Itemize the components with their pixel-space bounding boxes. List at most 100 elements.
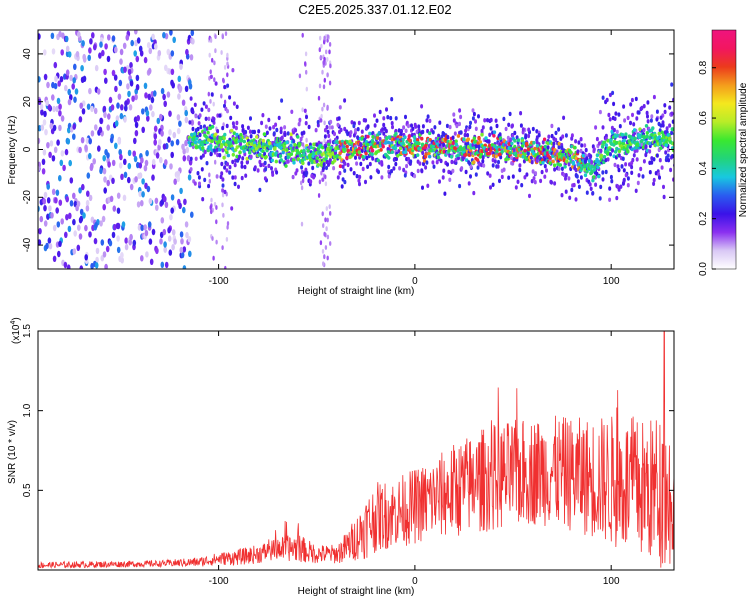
spectrogram-cell (338, 171, 342, 176)
spectrogram-cell (63, 261, 68, 269)
spectrogram-cell (310, 160, 314, 165)
spectrogram-cell (547, 134, 551, 139)
spectrogram-cell (131, 95, 135, 102)
spectrogram-cell (90, 262, 94, 269)
spectrogram-cell (448, 124, 452, 130)
spectrogram-cell (370, 148, 375, 153)
spectrogram-cell (119, 112, 124, 120)
spectrogram-cell (102, 168, 107, 175)
spectrogram-cell (571, 161, 576, 166)
spectrogram-cell (125, 34, 130, 41)
spectrogram-cell (210, 139, 214, 144)
spectrogram-cell (620, 132, 625, 137)
spectrogram-cell (319, 35, 322, 41)
exponent-base: (x10 (11, 324, 22, 344)
spectrogram-cell (550, 123, 554, 129)
spectrogram-cell (113, 223, 117, 231)
spectrogram-cell (207, 107, 211, 113)
spectrogram-cell (472, 111, 476, 117)
spectrogram-cell (58, 124, 62, 132)
spectrogram-cell (60, 115, 65, 122)
spectrogram-cell (608, 117, 612, 122)
spectrogram-cell (368, 131, 372, 136)
spectrogram-cell (222, 136, 226, 141)
spectrogram-cell (86, 172, 91, 179)
spectrogram-cell (145, 150, 149, 157)
spectrogram-cell (573, 145, 577, 150)
spectrogram-cell (361, 166, 365, 172)
spectrogram-cell (185, 146, 190, 154)
spectrogram-cell (228, 165, 232, 170)
spectrogram-cell (279, 158, 283, 162)
spectrogram-cell (321, 177, 325, 182)
spectrogram-cell (210, 92, 214, 97)
spectrogram-cell (270, 158, 274, 163)
spectrogram-cell (178, 85, 183, 92)
spectrogram-cell (162, 228, 167, 236)
spectrogram-cell (560, 193, 564, 198)
spectrogram-cell (149, 258, 154, 265)
spectrogram-cell (358, 174, 362, 180)
spectrogram-cell (370, 152, 374, 157)
spectrogram-cell (322, 102, 326, 108)
spectrogram-cell (329, 211, 332, 216)
spectrogram-cell (132, 150, 136, 157)
spectrogram-cell (563, 164, 567, 169)
spectrogram-cell (379, 148, 383, 152)
spectrogram-cell (360, 129, 364, 134)
spectrogram-cell (402, 167, 406, 173)
spectrogram-cell (394, 131, 398, 136)
spectrogram-cell (226, 221, 230, 226)
spectrogram-cell (232, 101, 236, 106)
spectrogram-cell (598, 196, 602, 201)
spectrogram-cell (261, 138, 266, 143)
spectrogram-cell (169, 214, 173, 221)
spectrogram-cell (232, 131, 236, 136)
spectrogram-cell (425, 160, 429, 165)
spectrogram-cell (170, 140, 174, 147)
spectrogram-cell (529, 155, 533, 161)
spectrogram-cell (420, 168, 424, 173)
spectrogram-cell (365, 155, 369, 161)
spectrogram-cell (198, 113, 202, 118)
spectrogram-cell (670, 154, 674, 159)
spectrogram-cell (134, 93, 138, 101)
spectrogram-cell (120, 252, 124, 259)
spectrogram-cell (111, 69, 116, 77)
spectrogram-cell (421, 124, 425, 129)
spectrogram-cell (283, 132, 287, 137)
spectrogram-cell (223, 99, 227, 105)
spectrogram-cell (442, 168, 446, 173)
spectrogram-cell (614, 111, 618, 116)
spectrogram-cell (474, 172, 478, 177)
spectrogram-cell (111, 159, 116, 167)
spectrogram-x-tick-label: 100 (603, 276, 620, 287)
snr-exponent: (x104) (10, 317, 22, 344)
spectrogram-cell (340, 184, 344, 189)
spectrogram-cell (617, 112, 621, 117)
spectrogram-cell (207, 91, 210, 97)
snr-x-ticks: -100 0 100 (209, 331, 620, 587)
spectrogram-cell (428, 131, 432, 136)
spectrogram-cell (306, 149, 310, 153)
spectrogram-cell (267, 117, 271, 123)
spectrogram-cell (494, 154, 498, 159)
spectrogram-cell (239, 132, 243, 137)
snr-x-label: Height of straight line (km) (298, 586, 415, 597)
spectrogram-cell (302, 152, 306, 157)
spectrogram-cell (602, 140, 607, 145)
spectrogram-cell (69, 94, 73, 101)
spectrogram-cell (390, 121, 394, 126)
spectrogram-cell (345, 144, 349, 149)
spectrogram-cell (666, 153, 670, 158)
spectrogram-cell (535, 158, 539, 163)
spectrogram-cell (81, 40, 85, 47)
spectrogram-cell (170, 68, 175, 76)
spectrogram-cell (420, 136, 424, 141)
spectrogram-cell (100, 239, 105, 246)
spectrogram-cell (546, 145, 550, 150)
spectrogram-cell (121, 221, 126, 228)
spectrogram-cell (181, 143, 185, 150)
spectrogram-cell (472, 136, 476, 141)
spectrogram-cell (608, 197, 612, 202)
